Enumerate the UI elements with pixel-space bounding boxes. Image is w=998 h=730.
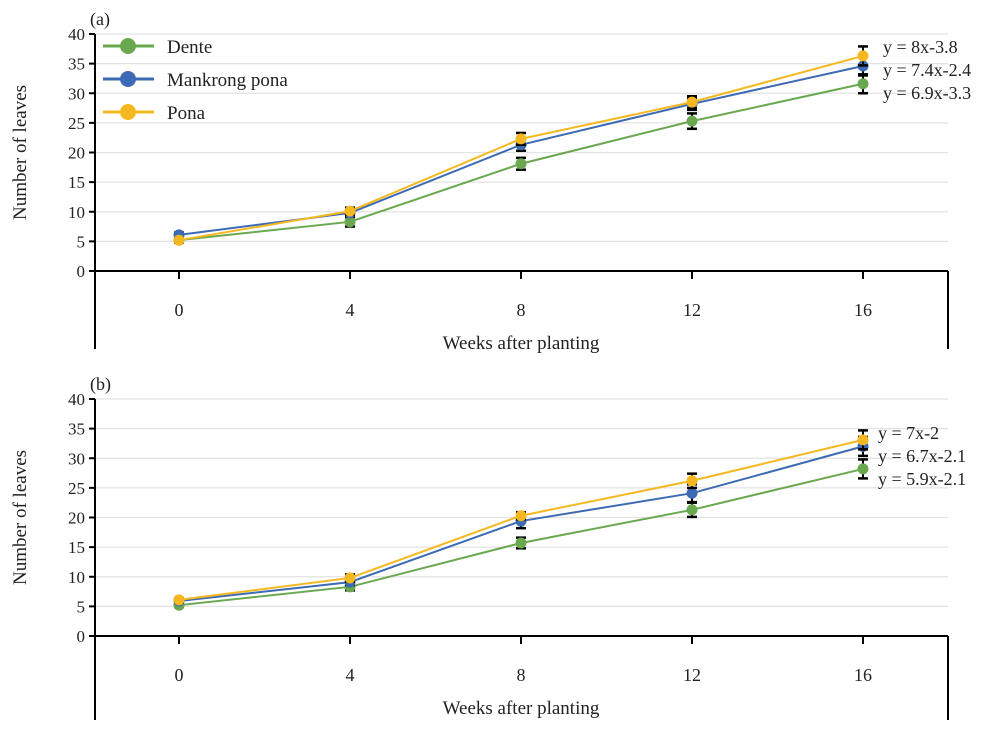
y-axis-label: Number of leaves	[10, 450, 31, 585]
data-point	[857, 50, 869, 62]
y-tick-label: 20	[68, 144, 85, 163]
data-point	[686, 504, 698, 516]
data-point	[173, 234, 185, 246]
data-point	[344, 572, 356, 584]
data-point	[857, 463, 869, 475]
x-tick-label: 4	[346, 665, 355, 685]
legend-marker	[120, 104, 136, 120]
panel-label: (a)	[90, 9, 110, 30]
data-point	[515, 537, 527, 549]
legend-marker	[120, 71, 136, 87]
x-tick-label: 0	[175, 665, 184, 685]
trendline-equation: y = 8x-3.8	[883, 37, 958, 57]
y-tick-label: 30	[68, 449, 85, 468]
series-dente	[173, 73, 869, 246]
panel-label: (b)	[90, 374, 111, 395]
trendline-equation: y = 7x-2	[878, 423, 939, 443]
series-pona	[173, 429, 869, 606]
x-axis-label: Weeks after planting	[443, 698, 600, 719]
y-tick-label: 25	[68, 114, 85, 133]
data-point	[857, 78, 869, 90]
legend-label: Dente	[167, 37, 212, 58]
data-point	[344, 205, 356, 217]
data-point	[173, 594, 185, 606]
trendline-equation: y = 5.9x-2.1	[878, 469, 966, 489]
data-point	[515, 133, 527, 145]
x-tick-label: 16	[854, 300, 872, 320]
y-tick-label: 0	[77, 262, 86, 281]
y-tick-label: 35	[68, 55, 85, 74]
data-point	[344, 216, 356, 228]
y-tick-label: 40	[68, 25, 85, 44]
data-point	[857, 434, 869, 446]
panel-a: 0 5 10 15 20 25 30 35 40 0 4 8 12 16 Weeks after plant…	[10, 9, 971, 354]
x-tick-label: 8	[517, 300, 526, 320]
data-point	[515, 510, 527, 522]
x-tick-label: 16	[854, 665, 872, 685]
y-tick-label: 15	[68, 173, 85, 192]
trendline-equation: y = 6.7x-2.1	[878, 446, 966, 466]
legend-marker	[120, 38, 136, 54]
y-tick-label: 30	[68, 84, 85, 103]
data-point	[686, 115, 698, 127]
y-tick-label: 40	[68, 390, 85, 409]
x-tick-label: 0	[175, 300, 184, 320]
legend-label: Pona	[167, 103, 206, 124]
y-tick-label: 35	[68, 420, 85, 439]
x-tick-label: 8	[517, 665, 526, 685]
data-point	[686, 487, 698, 499]
y-tick-label: 5	[77, 232, 86, 251]
data-point	[686, 96, 698, 108]
x-axis-label: Weeks after planting	[443, 333, 600, 354]
y-axis-label: Number of leaves	[10, 85, 31, 220]
y-tick-label: 0	[77, 627, 86, 646]
trendline-equation: y = 7.4x-2.4	[883, 60, 971, 80]
legend-label: Mankrong pona	[167, 70, 288, 91]
series-pona	[173, 45, 869, 246]
data-point	[686, 475, 698, 487]
y-tick-label: 10	[68, 568, 85, 587]
panel-b: 0 5 10 15 20 25 30 35 40 0 4 8 12 16 Weeks after plant…	[10, 374, 966, 720]
y-tick-label: 15	[68, 538, 85, 557]
x-tick-label: 12	[683, 665, 701, 685]
y-tick-label: 20	[68, 509, 85, 528]
y-tick-label: 5	[77, 597, 86, 616]
x-tick-label: 4	[346, 300, 355, 320]
y-tick-label: 10	[68, 203, 85, 222]
data-point	[515, 158, 527, 170]
trendline-equation: y = 6.9x-3.3	[883, 83, 971, 103]
x-tick-label: 12	[683, 300, 701, 320]
series-mankrong-pona	[173, 435, 869, 607]
y-tick-label: 25	[68, 479, 85, 498]
